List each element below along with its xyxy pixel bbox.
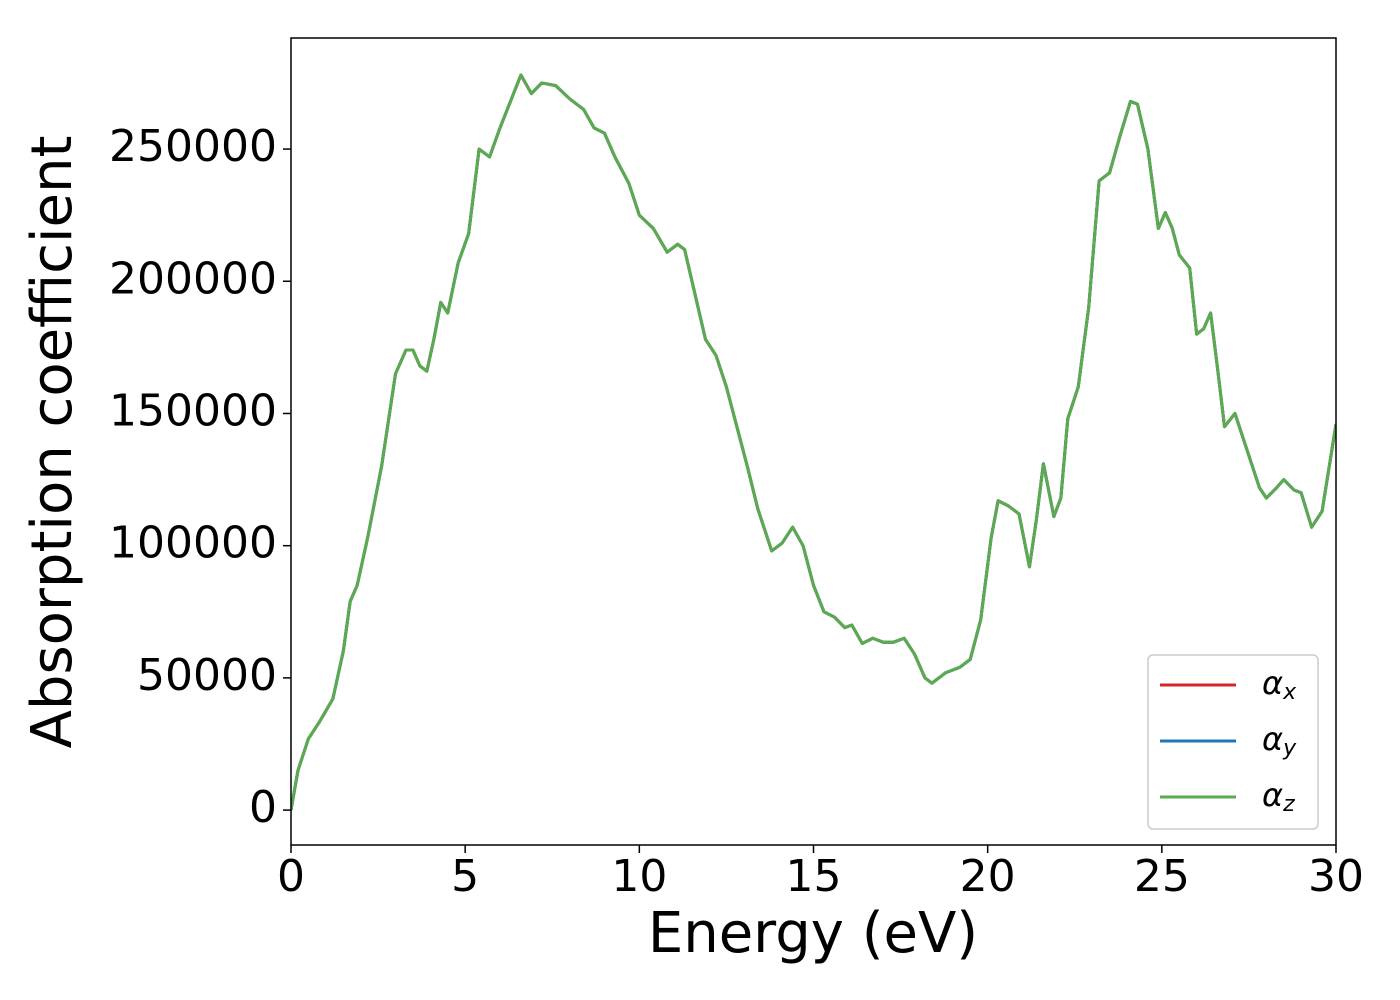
plot-frame	[290, 37, 1337, 846]
x-tick-label: 30	[1308, 851, 1364, 902]
series-line	[291, 73, 1336, 811]
y-tick-label: 150000	[109, 385, 277, 436]
x-axis-label: Energy (eV)	[648, 901, 978, 966]
legend-label: αz	[1262, 776, 1295, 817]
y-tick-label: 100000	[109, 518, 277, 569]
x-tick-label: 15	[786, 851, 842, 902]
x-tick-label: 0	[277, 851, 305, 902]
plot	[291, 73, 1336, 811]
x-tick-label: 25	[1134, 851, 1190, 902]
y-axis-label: Absorption coefficient	[20, 136, 85, 749]
x-tick-label: 20	[960, 851, 1016, 902]
y-tick-label: 200000	[109, 253, 277, 304]
y-tick-label: 0	[249, 782, 277, 833]
y-tick-label: 250000	[109, 121, 277, 172]
legend-label: αx	[1262, 664, 1297, 705]
x-tick-label: 5	[451, 851, 479, 902]
y-tick-label: 50000	[137, 650, 277, 701]
legend-label: αy	[1262, 720, 1297, 761]
x-tick-label: 10	[611, 851, 667, 902]
